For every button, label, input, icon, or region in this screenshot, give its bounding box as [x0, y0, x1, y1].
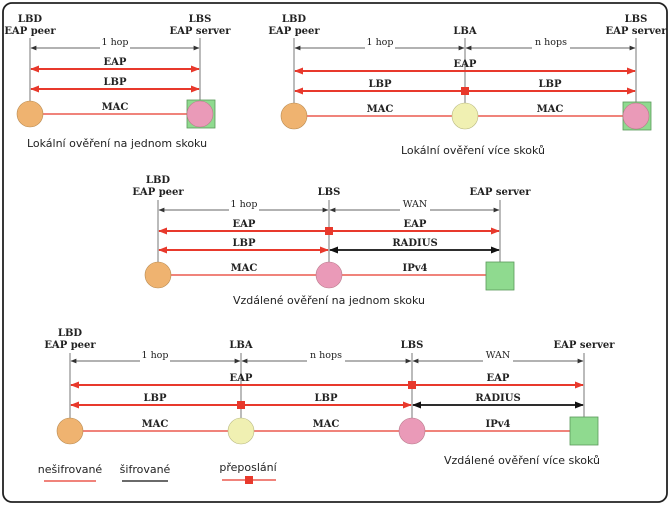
lbd-label: LBD	[146, 175, 170, 186]
eap-peer-label: EAP peer	[4, 26, 56, 37]
radius-label: RADIUS	[392, 238, 437, 249]
eap-peer-label: EAP peer	[132, 187, 184, 198]
mac-label-1: MAC	[367, 104, 394, 115]
wan-label: WAN	[486, 350, 510, 361]
lba-label: LBA	[453, 26, 476, 37]
lbs-node	[398, 417, 426, 445]
eap-label-2: EAP	[487, 373, 510, 384]
lbs-node	[622, 102, 650, 130]
eap-label-2: EAP	[404, 219, 427, 230]
mac-label: MAC	[231, 263, 258, 274]
wan-label: WAN	[403, 199, 427, 210]
legend-encrypted-label: šifrované	[120, 463, 171, 476]
forwarding-marker	[325, 227, 333, 235]
lbs-node	[315, 261, 343, 289]
caption: Lokální ověření více skoků	[401, 144, 545, 157]
legend: nešifrované šifrované přeposlání	[38, 461, 278, 484]
mac-label-1: MAC	[142, 419, 169, 430]
ipv4-label: IPv4	[486, 419, 511, 430]
lbs-node	[186, 100, 214, 128]
hop-mask	[140, 350, 170, 362]
hop-mask	[100, 37, 130, 49]
hop-mask	[229, 199, 259, 211]
eap-server-label: EAP server	[605, 26, 667, 37]
nhops-label: n hops	[310, 350, 342, 361]
diagram-local-multi-hop: LBD EAP peer LBA LBS EAP server 1 hop n …	[268, 14, 667, 157]
mac-label: MAC	[102, 102, 129, 113]
forwarding-marker	[461, 87, 469, 95]
hop-label: 1 hop	[231, 199, 258, 210]
server-box	[569, 416, 599, 446]
eap-label: EAP	[104, 57, 127, 68]
server-box	[485, 261, 515, 291]
lbp-label-1: LBP	[368, 79, 391, 90]
lba-label: LBA	[229, 340, 252, 351]
lbs-label: LBS	[318, 187, 341, 198]
diagram-remote-multi-hop: LBD EAP peer LBA LBS EAP server 1 hop n …	[44, 328, 615, 467]
eap-label-1: EAP	[230, 373, 253, 384]
lba-node	[451, 102, 479, 130]
lbd-label: LBD	[282, 14, 306, 25]
nhops-mask	[307, 350, 345, 362]
wan-mask	[400, 199, 430, 211]
legend-unencrypted-label: nešifrované	[38, 463, 103, 476]
caption: Vzdálené ověření na jednom skoku	[233, 294, 425, 307]
lbd-label: LBD	[58, 328, 82, 339]
lbp-label: LBP	[103, 77, 126, 88]
peer-node	[56, 417, 84, 445]
lbp-label-1: LBP	[143, 393, 166, 404]
diagram-local-single-hop: LBD EAP peer LBS EAP server 1 hop EAP LB…	[4, 14, 231, 150]
peer-node	[16, 100, 44, 128]
eap-label-1: EAP	[233, 219, 256, 230]
eap-server-label: EAP server	[169, 26, 231, 37]
hop-mask	[365, 37, 395, 49]
lbs-label: LBS	[189, 14, 212, 25]
hop-label: 1 hop	[367, 37, 394, 48]
diagram-remote-single-hop: LBD EAP peer LBS EAP server 1 hop WAN EA…	[132, 175, 531, 307]
eap-server-label: EAP server	[553, 340, 615, 351]
eap-label: EAP	[454, 59, 477, 70]
lba-node	[227, 417, 255, 445]
legend-forwarding-marker	[245, 476, 253, 484]
forwarding-marker-lbp	[237, 401, 245, 409]
mac-label-2: MAC	[537, 104, 564, 115]
ipv4-label: IPv4	[403, 263, 428, 274]
wan-mask	[483, 350, 513, 362]
caption: Lokální ověření na jednom skoku	[27, 137, 207, 150]
caption: Vzdálené ověření více skoků	[444, 454, 600, 467]
lbp-label: LBP	[232, 238, 255, 249]
eap-peer-label: EAP peer	[268, 26, 320, 37]
radius-label: RADIUS	[475, 393, 520, 404]
lbs-label: LBS	[401, 340, 424, 351]
mac-label-2: MAC	[313, 419, 340, 430]
nhops-mask	[532, 37, 570, 49]
eap-server-label: EAP server	[469, 187, 531, 198]
lbd-label: LBD	[18, 14, 42, 25]
lbp-label-2: LBP	[314, 393, 337, 404]
nhops-label: n hops	[535, 37, 567, 48]
peer-node	[280, 102, 308, 130]
lbp-label-2: LBP	[538, 79, 561, 90]
lbs-label: LBS	[625, 14, 648, 25]
forwarding-marker-eap	[408, 381, 416, 389]
peer-node	[144, 261, 172, 289]
hop-label: 1 hop	[102, 37, 129, 48]
eap-peer-label: EAP peer	[44, 340, 96, 351]
hop-label: 1 hop	[142, 350, 169, 361]
legend-forwarding-label: přeposlání	[219, 461, 277, 474]
